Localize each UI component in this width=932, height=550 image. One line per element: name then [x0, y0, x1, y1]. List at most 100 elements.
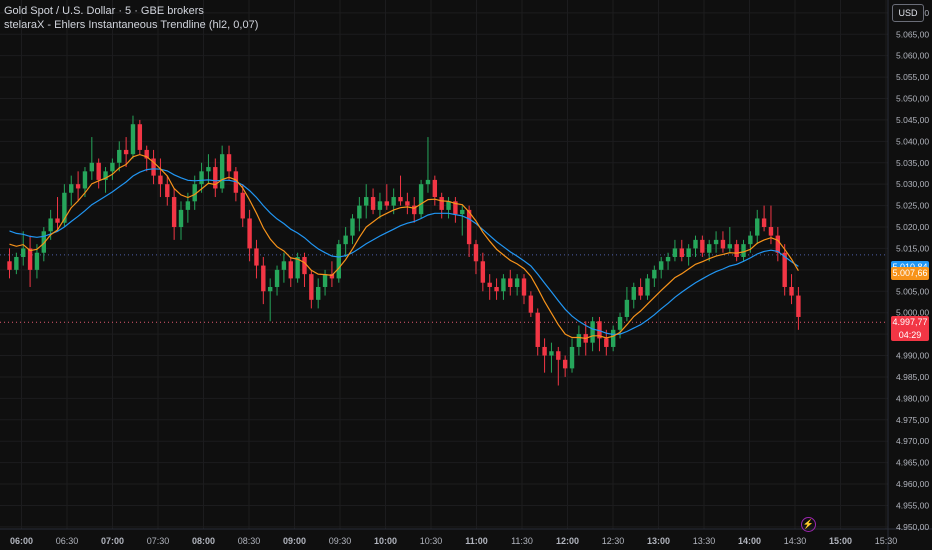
candle-body [398, 197, 403, 202]
bar-countdown: 04:29 [891, 328, 929, 341]
candle [693, 235, 698, 258]
candle [7, 248, 12, 279]
time-tick-label: 06:00 [10, 536, 33, 546]
price-tick-label: 5.050,00 [896, 94, 929, 104]
candle-body [123, 149, 129, 155]
candle [27, 235, 33, 287]
candle [432, 175, 438, 206]
candle-body [336, 244, 341, 279]
candle [727, 227, 732, 253]
candle [343, 227, 348, 258]
candle [261, 257, 266, 305]
candle [659, 257, 664, 279]
candle-body [679, 248, 684, 258]
candle-body [693, 239, 698, 249]
candle-body [528, 295, 534, 313]
price-tick-label: 5.040,00 [896, 136, 929, 146]
candle-body [171, 197, 177, 228]
candle [439, 192, 444, 219]
indicator-title[interactable]: stelaraX - Ehlers Instantaneous Trendlin… [4, 19, 259, 31]
candle-body [274, 269, 280, 287]
candle-body [288, 261, 293, 279]
candle-body [487, 282, 492, 287]
candle-body [295, 257, 300, 279]
candle-body [316, 286, 321, 300]
time-tick-label: 13:00 [647, 536, 670, 546]
candle-body [213, 167, 218, 189]
candle-body [370, 197, 376, 210]
candle-body [165, 184, 170, 198]
candle [398, 175, 403, 206]
candle-body [281, 261, 287, 270]
candle [494, 278, 499, 300]
candle [549, 342, 554, 373]
time-tick-label: 10:30 [420, 536, 443, 546]
candle-body [240, 192, 245, 219]
candle-body [350, 218, 355, 236]
candle-body [130, 124, 136, 155]
price-tick-label: 4.960,00 [896, 479, 929, 489]
currency-button[interactable]: USD [892, 4, 924, 22]
lightning-bolt-icon[interactable]: ⚡ [801, 517, 816, 532]
candle [274, 265, 280, 296]
candle [357, 197, 362, 232]
candle [775, 227, 781, 262]
candle-body [700, 239, 705, 253]
candle [604, 329, 609, 356]
candle-body [343, 235, 348, 245]
time-tick-label: 08:30 [238, 536, 261, 546]
candle [789, 274, 794, 305]
price-tick-label: 4.950,00 [896, 522, 929, 532]
price-tick-label: 5.065,00 [896, 29, 929, 39]
candle-body [254, 248, 259, 266]
time-tick-label: 13:30 [693, 536, 716, 546]
candle-body [569, 346, 575, 369]
candle-body [425, 179, 431, 185]
time-tick-label: 09:30 [329, 536, 352, 546]
candle-body [796, 295, 801, 317]
time-tick-label: 12:00 [556, 536, 579, 546]
candle [75, 171, 81, 202]
candle [501, 274, 506, 300]
candle-body [267, 286, 273, 292]
chart-grid [0, 0, 888, 529]
candle-body [62, 192, 67, 223]
candle [645, 274, 650, 300]
candle-body [768, 227, 774, 236]
candle [213, 158, 218, 198]
symbol-title[interactable]: Gold Spot / U.S. Dollar · 5 · GBE broker… [4, 5, 204, 17]
candle [219, 145, 225, 193]
candle-body [137, 124, 143, 150]
candle-body [178, 209, 184, 228]
candle-body [720, 239, 726, 249]
candle [796, 286, 801, 330]
candle [364, 184, 369, 219]
candle [370, 188, 376, 215]
time-axis: 06:00 06:30 07:00 07:30 08:00 08:30 09:00 09:30… [10, 536, 897, 546]
price-tick-label: 4.970,00 [896, 436, 929, 446]
candle-body [672, 248, 678, 258]
candle-body [206, 167, 211, 172]
candle-body [322, 274, 328, 287]
candle [178, 201, 184, 240]
candle [247, 209, 252, 262]
price-tick-label: 5.020,00 [896, 222, 929, 232]
price-tick-label: 5.045,00 [896, 115, 929, 125]
candle-body [665, 257, 671, 262]
candle-body [645, 278, 650, 296]
candle-body [41, 231, 46, 253]
candle [55, 197, 60, 232]
candle [350, 214, 355, 245]
candle-body [501, 278, 506, 292]
candle [597, 316, 602, 352]
price-tick-label: 5.015,00 [896, 243, 929, 253]
candle [473, 239, 479, 275]
candle-body [755, 218, 760, 236]
candle [425, 137, 431, 193]
candle-body [707, 244, 712, 253]
candle [309, 269, 314, 309]
price-tick-label: 5.030,00 [896, 179, 929, 189]
candle-body [144, 149, 149, 159]
candle-body [7, 261, 12, 270]
